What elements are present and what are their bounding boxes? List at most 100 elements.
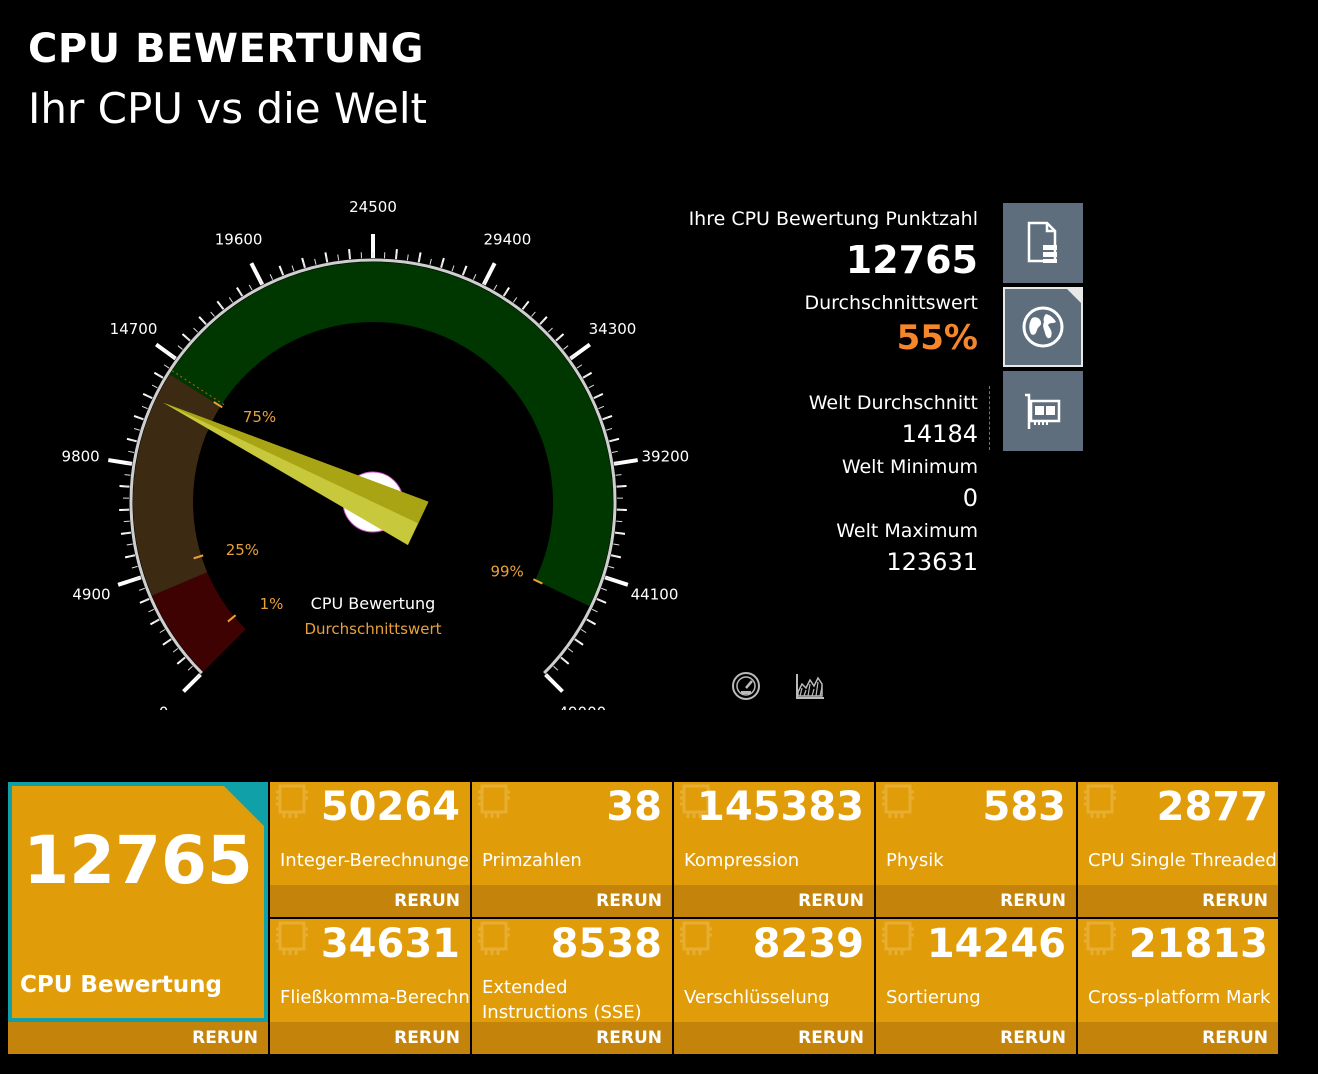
rerun-button[interactable]: RERUN bbox=[1078, 885, 1278, 917]
benchmark-tile[interactable]: 14246 Sortierung RERUN bbox=[876, 919, 1076, 1054]
benchmark-tile[interactable]: 21813 Cross-platform Mark RERUN bbox=[1078, 919, 1278, 1054]
gauge-center-label: CPU Bewertung bbox=[311, 594, 436, 613]
gauge-fine-tick bbox=[193, 327, 199, 333]
benchmark-tile[interactable]: 8538 Extended Instructions (SSE) RERUN bbox=[472, 919, 672, 1054]
gauge-fine-tick bbox=[472, 273, 477, 280]
gauge-fine-tick bbox=[151, 384, 158, 389]
chip-icon bbox=[882, 921, 914, 955]
benchmark-tile-value: 50264 bbox=[320, 784, 460, 830]
cpu-score-tile-value: 12765 bbox=[23, 822, 253, 899]
benchmark-tile[interactable]: 583 Physik RERUN bbox=[876, 782, 1076, 917]
benchmark-tile-value: 14246 bbox=[926, 921, 1066, 967]
gauge-fine-tick bbox=[395, 253, 398, 260]
rerun-button[interactable]: RERUN bbox=[1078, 1022, 1278, 1054]
gauge-fine-tick bbox=[606, 428, 613, 431]
gauge-fine-tick bbox=[553, 665, 559, 671]
chip-icon bbox=[680, 784, 712, 818]
gauge-tick-label: 9800 bbox=[62, 448, 100, 466]
score-label: Ihre CPU Bewertung Punktzahl bbox=[688, 208, 978, 230]
gauge-fine-tick bbox=[611, 554, 618, 558]
gauge-fine-tick bbox=[157, 374, 164, 379]
rerun-button[interactable]: RERUN bbox=[270, 1022, 470, 1054]
gauge-fine-tick bbox=[259, 279, 263, 285]
gauge-fine-tick bbox=[588, 384, 595, 389]
area-chart-icon[interactable] bbox=[794, 670, 826, 702]
gauge-fine-tick bbox=[440, 261, 444, 268]
gauge-percentile-marker bbox=[227, 614, 237, 623]
gauge-fine-tick bbox=[141, 405, 148, 410]
rerun-button[interactable]: RERUN bbox=[876, 1022, 1076, 1054]
gauge-fine-tick bbox=[555, 336, 561, 342]
gauge-fine-tick bbox=[591, 608, 598, 613]
gauge-tick-label: 4900 bbox=[72, 585, 110, 603]
gauge-fine-tick bbox=[135, 576, 142, 580]
benchmark-tile-value: 34631 bbox=[320, 921, 460, 967]
gauge-fine-tick bbox=[291, 265, 295, 272]
cpu-score-tile-label: CPU Bewertung bbox=[20, 972, 222, 998]
benchmark-tile-label: Extended Instructions (SSE) bbox=[482, 977, 642, 1023]
gauge-fine-tick bbox=[314, 258, 317, 265]
gauge-fine-tick bbox=[124, 474, 131, 476]
speedometer-icon[interactable] bbox=[730, 670, 762, 702]
rerun-button[interactable]: RERUN bbox=[876, 885, 1076, 917]
gauge-fine-tick bbox=[406, 254, 409, 261]
gauge-fine-tick bbox=[593, 395, 600, 399]
world-average-label: Welt Durchschnitt bbox=[808, 392, 978, 414]
benchmark-tile-value: 21813 bbox=[1128, 921, 1268, 967]
benchmark-tile[interactable]: 38 Primzahlen RERUN bbox=[472, 782, 672, 917]
benchmark-tile-label: Kompression bbox=[684, 850, 800, 871]
benchmark-tile[interactable]: 145383 Kompression RERUN bbox=[674, 782, 874, 917]
gauge-fine-tick bbox=[180, 657, 186, 662]
rerun-button[interactable]: RERUN bbox=[270, 885, 470, 917]
gauge-fine-tick bbox=[302, 261, 306, 268]
benchmark-tile[interactable]: 8239 Verschlüsselung RERUN bbox=[674, 919, 874, 1054]
gauge-fine-tick bbox=[601, 587, 608, 591]
gauge-fine-tick bbox=[609, 439, 616, 442]
gauge-tick-label: 39200 bbox=[641, 448, 689, 466]
page-subtitle: Ihr CPU vs die Welt bbox=[28, 84, 428, 133]
gauge-fine-tick bbox=[269, 273, 274, 280]
report-button[interactable] bbox=[1003, 203, 1083, 283]
hardware-button[interactable] bbox=[1003, 371, 1083, 451]
gauge-percentile-label: 1% bbox=[260, 595, 284, 613]
world-minimum-value: 0 bbox=[962, 484, 978, 512]
rerun-button[interactable]: RERUN bbox=[674, 885, 874, 917]
gauge-fine-tick bbox=[531, 311, 536, 317]
world-average-value: 14184 bbox=[901, 420, 978, 448]
cpu-score-rerun-bar: RERUN bbox=[8, 1022, 268, 1054]
average-label: Durchschnittswert bbox=[804, 292, 978, 314]
world-minimum-label: Welt Minimum bbox=[841, 456, 978, 478]
gauge-tick-label: 24500 bbox=[349, 198, 397, 216]
cpu-score-tile[interactable]: 12765 CPU Bewertung bbox=[8, 782, 268, 1022]
gauge-fine-tick bbox=[124, 532, 131, 534]
benchmark-tile[interactable]: 50264 Integer-Berechnungen RERUN bbox=[270, 782, 470, 917]
gauge-fine-tick bbox=[615, 474, 622, 476]
globe-icon bbox=[1022, 306, 1064, 348]
gauge-fine-tick bbox=[165, 638, 172, 643]
gauge-fine-tick bbox=[138, 587, 145, 591]
gauge-fine-tick bbox=[613, 462, 621, 465]
gauge-fine-tick bbox=[429, 258, 432, 265]
chip-icon bbox=[680, 921, 712, 955]
gauge-fine-tick bbox=[580, 629, 587, 634]
rerun-button[interactable]: RERUN bbox=[472, 1022, 672, 1054]
gauge-fine-tick bbox=[128, 450, 135, 454]
gauge-fine-tick bbox=[195, 674, 201, 680]
average-percent: 55% bbox=[896, 318, 978, 358]
gauge-percentile-marker bbox=[532, 578, 543, 585]
gauge-world-average-line bbox=[171, 370, 225, 406]
gauge-fine-tick bbox=[228, 297, 234, 303]
world-maximum-label: Welt Maximum bbox=[836, 520, 978, 542]
chip-icon bbox=[478, 921, 510, 955]
gauge-fine-tick bbox=[512, 297, 518, 303]
rerun-button[interactable]: RERUN bbox=[472, 885, 672, 917]
world-compare-button[interactable] bbox=[1003, 287, 1083, 367]
rerun-button[interactable]: RERUN bbox=[8, 1022, 268, 1054]
gauge-fine-tick bbox=[177, 345, 183, 350]
benchmark-tile[interactable]: 34631 Fließkomma-Berechnu RERUN bbox=[270, 919, 470, 1054]
chip-icon bbox=[1084, 921, 1116, 955]
gauge-fine-tick bbox=[615, 532, 622, 534]
gauge-band-high bbox=[169, 261, 614, 607]
benchmark-tile[interactable]: 2877 CPU Single Threaded RERUN bbox=[1078, 782, 1278, 917]
rerun-button[interactable]: RERUN bbox=[674, 1022, 874, 1054]
